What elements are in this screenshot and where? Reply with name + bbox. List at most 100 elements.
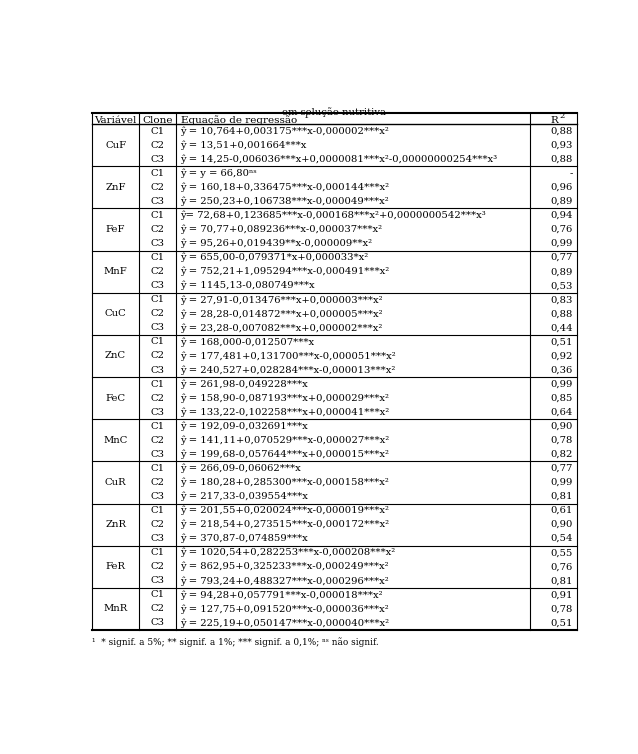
Text: ŷ = 225,19+0,050147***x-0,000040***x²: ŷ = 225,19+0,050147***x-0,000040***x² bbox=[180, 618, 389, 627]
Text: 0,77: 0,77 bbox=[551, 253, 573, 262]
Text: 0,96: 0,96 bbox=[551, 183, 573, 192]
Text: 0,85: 0,85 bbox=[551, 394, 573, 403]
Text: ŷ = 655,00-0,079371*x+0,000033*x²: ŷ = 655,00-0,079371*x+0,000033*x² bbox=[180, 253, 368, 262]
Text: C2: C2 bbox=[151, 351, 165, 360]
Text: ŷ = 141,11+0,070529***x-0,000027***x²: ŷ = 141,11+0,070529***x-0,000027***x² bbox=[180, 436, 389, 445]
Text: C1: C1 bbox=[151, 211, 165, 220]
Text: 0,53: 0,53 bbox=[551, 281, 573, 290]
Text: 0,82: 0,82 bbox=[551, 450, 573, 459]
Text: C1: C1 bbox=[151, 253, 165, 262]
Text: C2: C2 bbox=[151, 267, 165, 276]
Text: 0,36: 0,36 bbox=[551, 366, 573, 375]
Text: C3: C3 bbox=[151, 534, 165, 543]
Text: 0,99: 0,99 bbox=[551, 478, 573, 487]
Text: -: - bbox=[569, 169, 573, 178]
Text: C2: C2 bbox=[151, 605, 165, 614]
Text: C1: C1 bbox=[151, 379, 165, 388]
Text: 0,89: 0,89 bbox=[551, 267, 573, 276]
Text: 0,76: 0,76 bbox=[551, 562, 573, 572]
Text: FeF: FeF bbox=[106, 225, 125, 234]
Text: Variável: Variável bbox=[94, 115, 137, 124]
Text: ŷ = 370,87-0,074859***x: ŷ = 370,87-0,074859***x bbox=[180, 534, 308, 544]
Text: 0,89: 0,89 bbox=[551, 197, 573, 206]
Text: C1: C1 bbox=[151, 548, 165, 557]
Text: C3: C3 bbox=[151, 281, 165, 290]
Text: ŷ = 218,54+0,273515***x-0,000172***x²: ŷ = 218,54+0,273515***x-0,000172***x² bbox=[180, 520, 389, 529]
Text: MnC: MnC bbox=[103, 436, 128, 445]
Text: CuF: CuF bbox=[105, 141, 126, 150]
Text: C3: C3 bbox=[151, 197, 165, 206]
Text: C3: C3 bbox=[151, 366, 165, 375]
Text: ŷ = 180,28+0,285300***x-0,000158***x²: ŷ = 180,28+0,285300***x-0,000158***x² bbox=[180, 478, 389, 487]
Text: MnF: MnF bbox=[104, 267, 128, 276]
Text: ŷ = 201,55+0,020024***x-0,000019***x²: ŷ = 201,55+0,020024***x-0,000019***x² bbox=[180, 506, 389, 515]
Text: ŷ = 192,09-0,032691***x: ŷ = 192,09-0,032691***x bbox=[180, 421, 308, 431]
Text: C2: C2 bbox=[151, 309, 165, 318]
Text: ŷ = 10,764+0,003175***x-0,000002***x²: ŷ = 10,764+0,003175***x-0,000002***x² bbox=[180, 127, 389, 136]
Text: 0,51: 0,51 bbox=[550, 618, 573, 627]
Text: 0,88: 0,88 bbox=[551, 155, 573, 164]
Text: FeR: FeR bbox=[106, 562, 126, 572]
Text: R: R bbox=[551, 115, 558, 124]
Text: C2: C2 bbox=[151, 225, 165, 234]
Text: ŷ = 168,000-0,012507***x: ŷ = 168,000-0,012507***x bbox=[180, 337, 315, 347]
Text: 0,83: 0,83 bbox=[551, 296, 573, 305]
Text: 0,90: 0,90 bbox=[551, 520, 573, 529]
Text: Equação de regressão: Equação de regressão bbox=[181, 115, 297, 125]
Text: 0,99: 0,99 bbox=[551, 379, 573, 388]
Text: ŷ = 14,25-0,006036***x+0,0000081***x²-0,00000000254***x³: ŷ = 14,25-0,006036***x+0,0000081***x²-0,… bbox=[180, 155, 497, 164]
Text: ŷ = 1020,54+0,282253***x-0,000208***x²: ŷ = 1020,54+0,282253***x-0,000208***x² bbox=[180, 548, 396, 557]
Text: 0,78: 0,78 bbox=[551, 436, 573, 445]
Text: CuC: CuC bbox=[105, 309, 126, 318]
Text: ¹  * signif. a 5%; ** signif. a 1%; *** signif. a 0,1%; ⁿˢ não signif.: ¹ * signif. a 5%; ** signif. a 1%; *** s… bbox=[92, 637, 379, 647]
Text: ŷ = 94,28+0,057791***x-0,000018***x²: ŷ = 94,28+0,057791***x-0,000018***x² bbox=[180, 590, 383, 599]
Text: ŷ = 177,481+0,131700***x-0,000051***x²: ŷ = 177,481+0,131700***x-0,000051***x² bbox=[180, 351, 396, 360]
Text: C3: C3 bbox=[151, 408, 165, 417]
Text: C1: C1 bbox=[151, 127, 165, 136]
Text: ŷ = 217,33-0,039554***x: ŷ = 217,33-0,039554***x bbox=[180, 492, 308, 501]
Text: 0,90: 0,90 bbox=[551, 421, 573, 431]
Text: ŷ = 127,75+0,091520***x-0,000036***x²: ŷ = 127,75+0,091520***x-0,000036***x² bbox=[180, 604, 389, 614]
Text: C1: C1 bbox=[151, 169, 165, 178]
Text: ŷ = 160,18+0,336475***x-0,000144***x²: ŷ = 160,18+0,336475***x-0,000144***x² bbox=[180, 182, 389, 192]
Text: ŷ = 1145,13-0,080749***x: ŷ = 1145,13-0,080749***x bbox=[180, 281, 315, 290]
Text: ŷ = 862,95+0,325233***x-0,000249***x²: ŷ = 862,95+0,325233***x-0,000249***x² bbox=[180, 562, 389, 572]
Text: 0,88: 0,88 bbox=[551, 309, 573, 318]
Text: 0,93: 0,93 bbox=[551, 141, 573, 150]
Text: ŷ = 261,98-0,049228***x: ŷ = 261,98-0,049228***x bbox=[180, 379, 308, 389]
Text: C2: C2 bbox=[151, 520, 165, 529]
Text: ZnF: ZnF bbox=[105, 183, 126, 192]
Text: C3: C3 bbox=[151, 239, 165, 248]
Text: C1: C1 bbox=[151, 590, 165, 599]
Text: 0,44: 0,44 bbox=[550, 323, 573, 333]
Text: ŷ = y = 66,80ⁿˢ: ŷ = y = 66,80ⁿˢ bbox=[180, 169, 257, 178]
Text: 0,55: 0,55 bbox=[551, 548, 573, 557]
Text: 0,51: 0,51 bbox=[550, 338, 573, 346]
Text: C2: C2 bbox=[151, 394, 165, 403]
Text: CuR: CuR bbox=[105, 478, 126, 487]
Text: 0,76: 0,76 bbox=[551, 225, 573, 234]
Text: FeC: FeC bbox=[105, 394, 126, 403]
Text: C3: C3 bbox=[151, 492, 165, 501]
Text: C3: C3 bbox=[151, 323, 165, 333]
Text: Clone: Clone bbox=[142, 115, 173, 124]
Text: ŷ = 250,23+0,106738***x-0,000049***x²: ŷ = 250,23+0,106738***x-0,000049***x² bbox=[180, 197, 389, 206]
Text: C3: C3 bbox=[151, 155, 165, 164]
Text: 0,64: 0,64 bbox=[551, 408, 573, 417]
Text: ŷ = 28,28-0,014872***x+0,000005***x²: ŷ = 28,28-0,014872***x+0,000005***x² bbox=[180, 309, 383, 319]
Text: ŷ = 266,09-0,06062***x: ŷ = 266,09-0,06062***x bbox=[180, 464, 301, 473]
Text: 0,92: 0,92 bbox=[551, 351, 573, 360]
Text: ŷ = 199,68-0,057644***x+0,000015***x²: ŷ = 199,68-0,057644***x+0,000015***x² bbox=[180, 449, 389, 459]
Text: C1: C1 bbox=[151, 421, 165, 431]
Text: 2: 2 bbox=[559, 112, 565, 120]
Text: C3: C3 bbox=[151, 450, 165, 459]
Text: 0,54: 0,54 bbox=[550, 534, 573, 543]
Text: 0,77: 0,77 bbox=[551, 464, 573, 473]
Text: 0,78: 0,78 bbox=[551, 605, 573, 614]
Text: C1: C1 bbox=[151, 338, 165, 346]
Text: ŷ = 240,527+0,028284***x-0,000013***x²: ŷ = 240,527+0,028284***x-0,000013***x² bbox=[180, 365, 396, 375]
Text: ŷ = 13,51+0,001664***x: ŷ = 13,51+0,001664***x bbox=[180, 140, 306, 150]
Text: C1: C1 bbox=[151, 464, 165, 473]
Text: C2: C2 bbox=[151, 562, 165, 572]
Text: ŷ = 23,28-0,007082***x+0,000002***x²: ŷ = 23,28-0,007082***x+0,000002***x² bbox=[180, 323, 383, 333]
